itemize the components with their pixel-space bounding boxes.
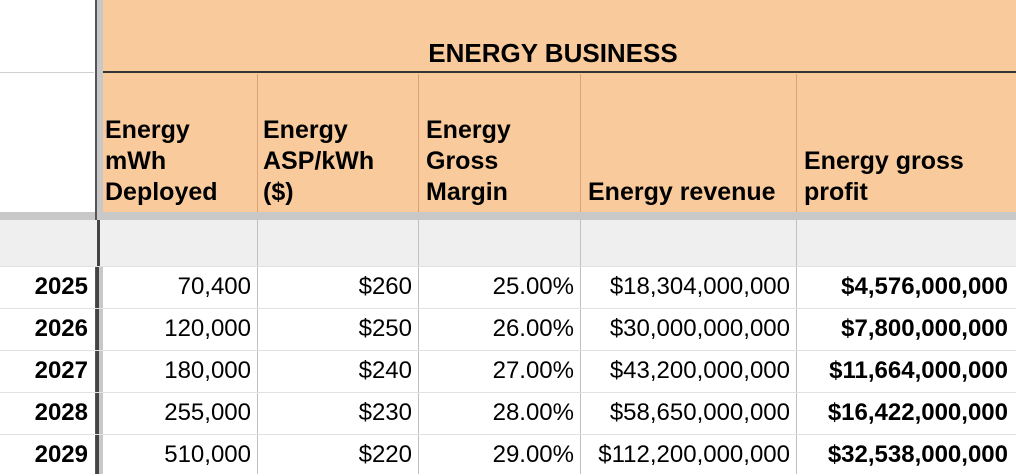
column-header-line: mWh (105, 147, 167, 175)
cell-mwh[interactable]: 255,000 (164, 399, 251, 426)
cell-profit[interactable]: $16,422,000,000 (827, 399, 1008, 426)
cell-mwh[interactable]: 510,000 (164, 441, 251, 468)
column-header-energy-gross-margin[interactable]: Energy Gross Margin (422, 74, 580, 212)
row-label-year[interactable]: 2025 (34, 273, 88, 300)
grid-line (580, 220, 581, 474)
column-header-line: Gross (426, 147, 499, 175)
row-grid-line (0, 266, 1016, 267)
cell-margin[interactable]: 27.00% (492, 357, 574, 384)
column-separator (580, 74, 581, 212)
column-header-energy-asp-kwh[interactable]: Energy ASP/kWh ($) (259, 74, 418, 212)
cell-profit[interactable]: $32,538,000,000 (827, 441, 1008, 468)
column-separator (418, 74, 419, 212)
cell-profit[interactable]: $11,664,000,000 (829, 357, 1008, 384)
column-header-line: profit (804, 178, 868, 206)
cell-asp[interactable]: $260 (358, 273, 412, 300)
column-header-line: ($) (263, 178, 294, 206)
column-header-line: Energy gross (804, 147, 964, 175)
cell-margin[interactable]: 26.00% (492, 315, 574, 342)
row-label-border (96, 266, 99, 474)
column-header-line: ASP/kWh (263, 147, 375, 175)
row-header-corner (0, 0, 94, 212)
cell-revenue[interactable]: $18,304,000,000 (609, 273, 790, 300)
row-grid-line (0, 434, 1016, 435)
cell-asp[interactable]: $230 (358, 399, 412, 426)
grid-line (796, 220, 797, 474)
row-grid-line (0, 392, 1016, 393)
cell-profit[interactable]: $7,800,000,000 (841, 315, 1008, 342)
column-header-energy-gross-profit[interactable]: Energy gross profit (800, 74, 1014, 212)
column-header-energy-revenue[interactable]: Energy revenue (584, 74, 796, 212)
cell-margin[interactable]: 25.00% (492, 273, 574, 300)
title-row-bottom-border (103, 71, 1016, 73)
column-header-line: Energy (105, 116, 190, 144)
row-grid-line (0, 308, 1016, 309)
cell-profit[interactable]: $4,576,000,000 (841, 273, 1008, 300)
cell-revenue[interactable]: $112,200,000,000 (598, 441, 790, 468)
cell-margin[interactable]: 29.00% (492, 441, 574, 468)
column-header-line: Energy (263, 116, 348, 144)
cell-revenue[interactable]: $43,200,000,000 (609, 357, 790, 384)
column-header-energy-mwh-deployed[interactable]: Energy mWh Deployed (101, 74, 257, 212)
cell-mwh[interactable]: 180,000 (164, 357, 251, 384)
cell-asp[interactable]: $220 (358, 441, 412, 468)
row-label-year[interactable]: 2029 (34, 441, 88, 468)
row-label-year[interactable]: 2028 (34, 399, 88, 426)
column-header-line: Energy (426, 116, 511, 144)
energy-business-header-band[interactable] (103, 0, 1016, 212)
cell-margin[interactable]: 28.00% (492, 399, 574, 426)
cell-mwh[interactable]: 70,400 (177, 273, 251, 300)
row-label-year[interactable]: 2027 (34, 357, 88, 384)
row-grid-line (0, 350, 1016, 351)
cell-asp[interactable]: $240 (358, 357, 412, 384)
column-header-line: Energy revenue (588, 178, 776, 206)
row-divider (0, 72, 94, 73)
empty-row[interactable] (0, 220, 1016, 266)
cell-revenue[interactable]: $30,000,000,000 (609, 315, 790, 342)
frozen-row-divider[interactable] (0, 212, 1016, 220)
column-header-line: Margin (426, 178, 508, 206)
section-title[interactable]: ENERGY BUSINESS (428, 38, 678, 68)
grid-line (418, 220, 419, 474)
cell-revenue[interactable]: $58,650,000,000 (609, 399, 790, 426)
empty-row-line (97, 220, 100, 266)
column-separator (796, 74, 797, 212)
row-label-year[interactable]: 2026 (34, 315, 88, 342)
cell-asp[interactable]: $250 (358, 315, 412, 342)
cell-mwh[interactable]: 120,000 (164, 315, 251, 342)
grid-line (257, 220, 258, 474)
column-header-line: Deployed (105, 178, 218, 206)
column-separator (257, 74, 258, 212)
